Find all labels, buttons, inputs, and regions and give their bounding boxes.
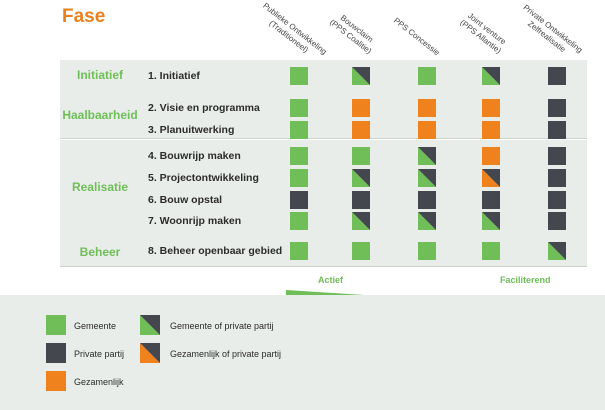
matrix-cell xyxy=(548,67,566,85)
matrix-cell xyxy=(352,147,370,165)
step-label: 2. Visie en programma xyxy=(148,102,260,114)
phase-divider xyxy=(60,138,587,139)
legend-swatch xyxy=(140,343,160,363)
step-label: 6. Bouw opstal xyxy=(148,194,223,206)
matrix-cell xyxy=(548,212,566,230)
legend-swatch xyxy=(46,371,66,391)
legend-label: Gezamenlijk xyxy=(74,377,124,387)
legend: Gemeente Private partij Gezamenlijk Gemeent… xyxy=(0,295,605,410)
matrix-cell xyxy=(290,99,308,117)
phase-label: Realisatie xyxy=(71,180,129,194)
phase-divider xyxy=(60,266,587,267)
matrix-cell xyxy=(290,67,308,85)
matrix-cell xyxy=(482,121,500,139)
scale-label-right: Faciliterend xyxy=(500,275,551,285)
matrix-cell xyxy=(548,121,566,139)
matrix-cell xyxy=(290,147,308,165)
matrix-cell xyxy=(352,212,370,230)
matrix-cell xyxy=(352,99,370,117)
matrix-cell xyxy=(418,242,436,260)
matrix-cell xyxy=(418,147,436,165)
matrix-cell xyxy=(290,212,308,230)
matrix-cell xyxy=(352,169,370,187)
matrix-cell xyxy=(418,99,436,117)
matrix-cell xyxy=(548,191,566,209)
legend-swatch xyxy=(140,315,160,335)
phase-label: Haalbaarheid xyxy=(62,108,138,122)
legend-label: Private partij xyxy=(74,349,125,359)
matrix-cell xyxy=(418,121,436,139)
matrix-cell xyxy=(290,242,308,260)
matrix-cell xyxy=(548,99,566,117)
step-label: 4. Bouwrijp maken xyxy=(148,150,241,162)
matrix-cell xyxy=(548,242,566,260)
legend-label: Gemeente xyxy=(74,321,117,331)
matrix-cell xyxy=(418,212,436,230)
matrix-cell xyxy=(352,121,370,139)
matrix-cell xyxy=(290,169,308,187)
step-label: 8. Beheer openbaar gebied xyxy=(148,245,283,257)
legend-swatch xyxy=(46,315,66,335)
matrix-cell xyxy=(290,191,308,209)
step-label: 5. Projectontwikkeling xyxy=(148,172,259,184)
scale-label-left: Actief xyxy=(318,275,344,285)
matrix-cell xyxy=(482,147,500,165)
matrix-cell xyxy=(352,242,370,260)
step-label: 3. Planuitwerking xyxy=(148,124,235,136)
legend-label: Gezamenlijk of private partij xyxy=(170,349,282,359)
matrix-cell xyxy=(290,121,308,139)
matrix-cell xyxy=(548,169,566,187)
matrix-cell xyxy=(482,169,500,187)
matrix-cell xyxy=(548,147,566,165)
matrix-cell xyxy=(352,67,370,85)
matrix-cell xyxy=(482,212,500,230)
matrix-cell xyxy=(482,99,500,117)
matrix-cell xyxy=(482,191,500,209)
legend-label: Gemeente of private partij xyxy=(170,321,274,331)
phase-label: Beheer xyxy=(79,245,121,259)
matrix-cell xyxy=(482,242,500,260)
page-title: Fase xyxy=(62,6,106,27)
phase-label: Initiatief xyxy=(76,68,123,82)
step-label: 7. Woonrijp maken xyxy=(148,215,242,227)
matrix-cell xyxy=(482,67,500,85)
matrix-cell xyxy=(418,169,436,187)
matrix-cell xyxy=(418,191,436,209)
step-label: 1. Initiatief xyxy=(148,70,200,82)
matrix-cell xyxy=(352,191,370,209)
matrix-cell xyxy=(418,67,436,85)
legend-swatch xyxy=(46,343,66,363)
